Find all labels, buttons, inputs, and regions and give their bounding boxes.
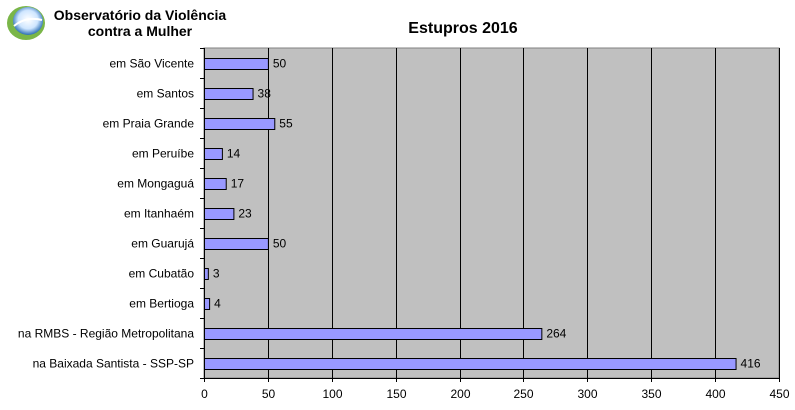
category-label-0: em São Vicente: [110, 57, 195, 71]
gridlines: [268, 48, 780, 378]
bar-5: [204, 208, 235, 220]
organization-title: Observatório da Violência contra a Mulhe…: [50, 7, 230, 39]
bars: [204, 58, 737, 370]
category-label-5: em Itanhaém: [124, 207, 194, 221]
bar-0: [204, 58, 269, 70]
data-label-2: 55: [279, 117, 293, 131]
bar-1: [204, 88, 254, 100]
x-tick-label-400: 400: [705, 387, 725, 401]
observatory-logo-icon: [7, 6, 45, 40]
data-label-3: 14: [227, 147, 241, 161]
category-label-3: em Peruíbe: [132, 147, 194, 161]
bar-9: [204, 328, 543, 340]
data-label-9: 264: [546, 327, 566, 341]
data-label-1: 38: [258, 87, 272, 101]
data-label-5: 23: [238, 207, 252, 221]
category-label-8: em Bertioga: [129, 297, 194, 311]
x-tick-label-450: 450: [769, 387, 789, 401]
category-label-9: na RMBS - Região Metropolitana: [18, 327, 194, 341]
x-tick-label-100: 100: [322, 387, 342, 401]
data-label-7: 3: [213, 267, 220, 281]
category-label-1: em Santos: [137, 87, 194, 101]
x-tick-label-300: 300: [577, 387, 597, 401]
x-tick-label-0: 0: [201, 387, 208, 401]
category-label-7: em Cubatão: [129, 267, 195, 281]
data-label-10: 416: [741, 357, 761, 371]
chart-title: Estupros 2016: [408, 20, 517, 37]
data-label-0: 50: [273, 57, 287, 71]
bar-7: [204, 268, 209, 280]
bar-4: [204, 178, 227, 190]
bar-3: [204, 148, 223, 160]
x-tick-label-250: 250: [513, 387, 533, 401]
bar-6: [204, 238, 269, 250]
data-label-4: 17: [231, 177, 245, 191]
x-tick-label-150: 150: [386, 387, 406, 401]
bar-2: [204, 118, 276, 130]
x-tick-label-200: 200: [450, 387, 470, 401]
data-label-8: 4: [214, 297, 221, 311]
bar-10: [204, 358, 737, 370]
category-label-4: em Mongaguá: [117, 177, 194, 191]
x-tick-label-350: 350: [641, 387, 661, 401]
data-label-6: 50: [273, 237, 287, 251]
bar-8: [204, 298, 211, 310]
x-tick-label-50: 50: [262, 387, 276, 401]
category-label-2: em Praia Grande: [103, 117, 195, 131]
labels: em São Vicente 50 em Santos 38 em Praia Gran…: [18, 20, 761, 371]
category-label-10: na Baixada Santista - SSP-SP: [33, 357, 194, 371]
axes: 0 50 100 150 200 250 300 350 400 450: [200, 48, 790, 401]
organization-title-line1: Observatório da Violência: [53, 7, 227, 23]
category-label-6: em Guarujá: [131, 237, 194, 251]
organization-title-line2: contra a Mulher: [87, 23, 193, 39]
